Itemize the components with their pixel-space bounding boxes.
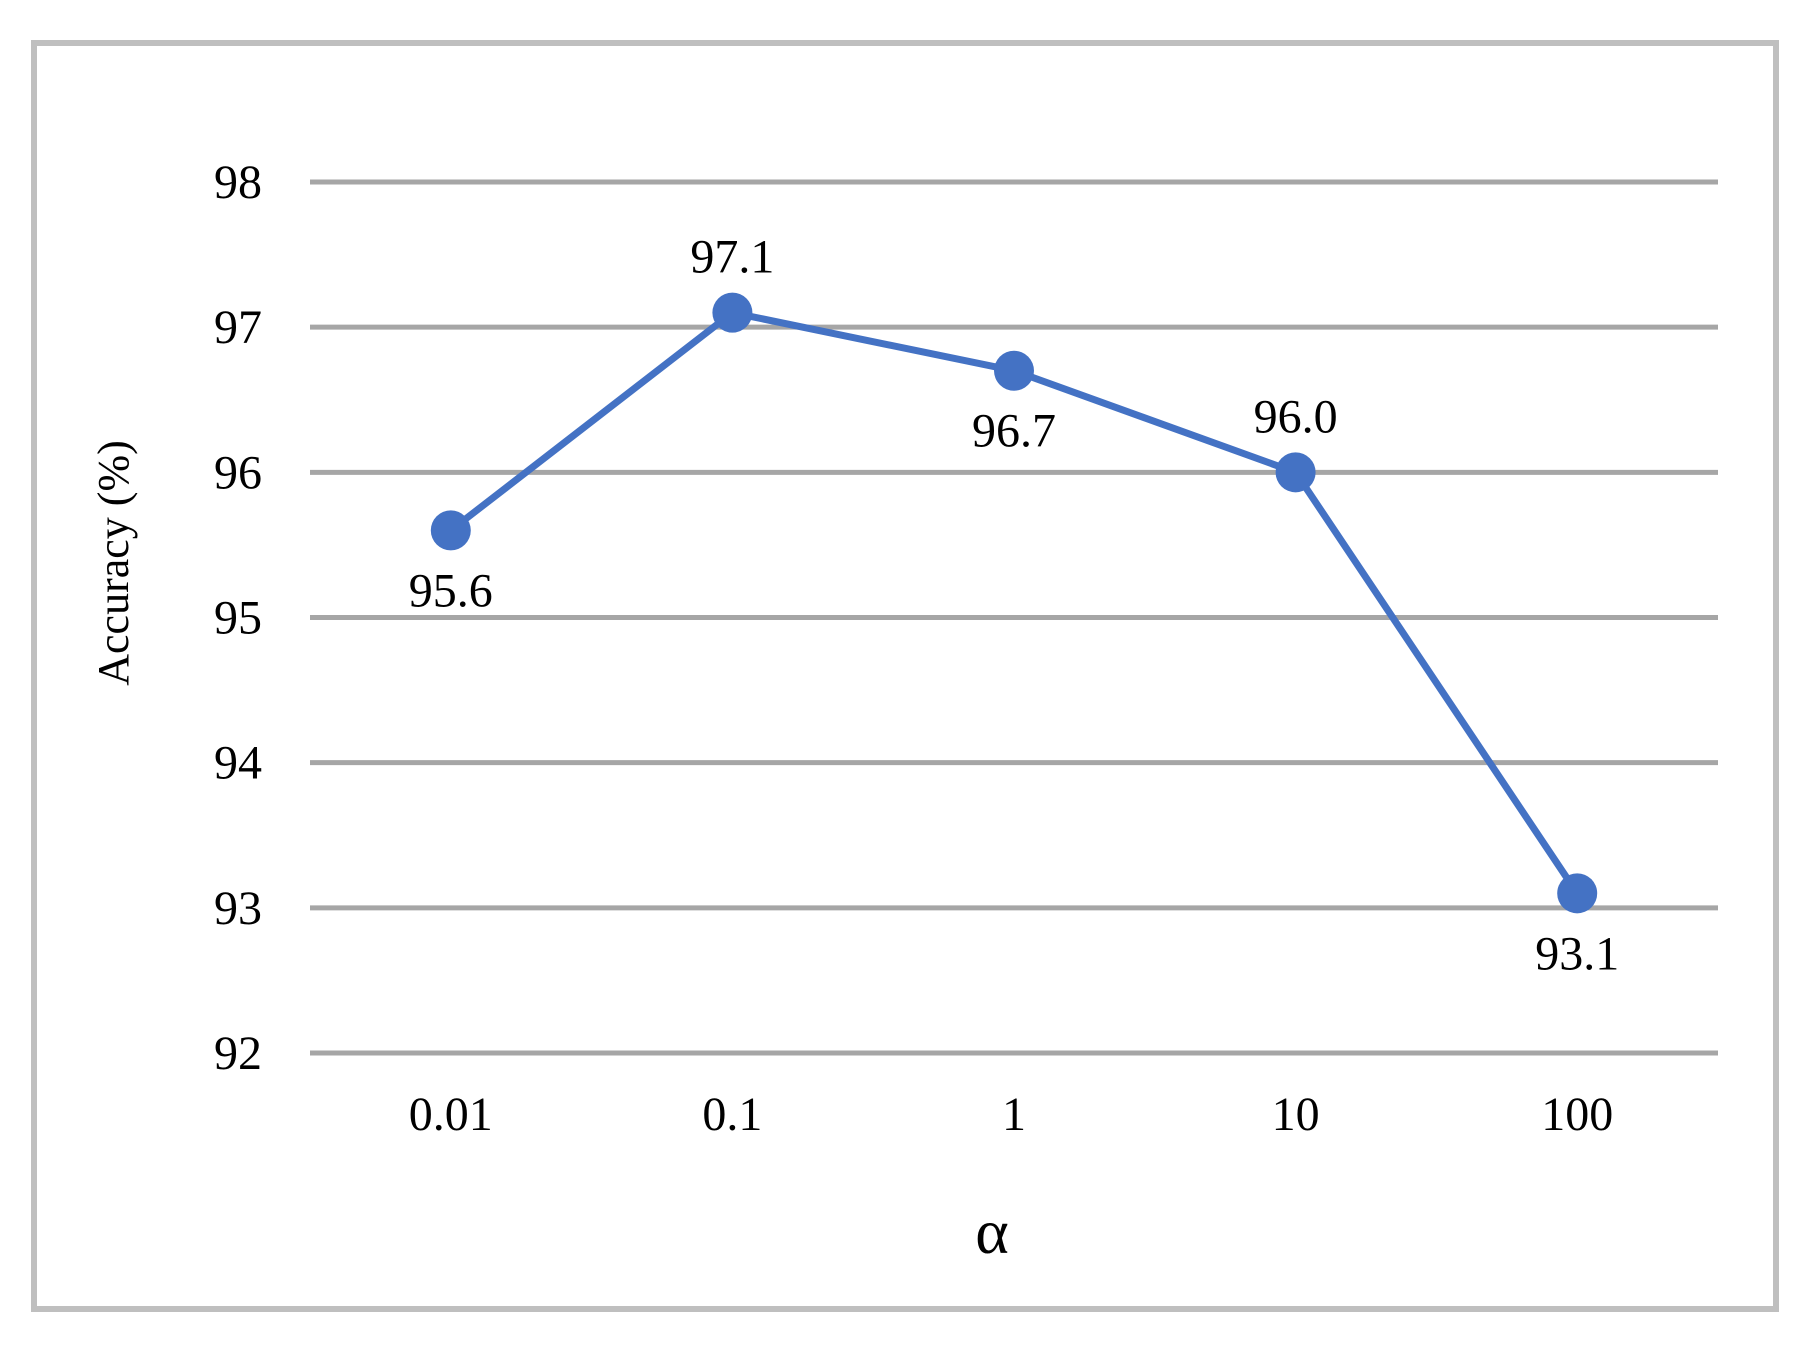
x-tick-label: 0.1 (702, 1088, 762, 1141)
x-axis-tick-labels: 0.01 0.1 1 10 100 (409, 1088, 1613, 1141)
y-axis-title: Accuracy (%) (89, 440, 138, 686)
series-line (448, 309, 1581, 896)
y-tick-label: 93 (214, 882, 262, 935)
grid-lines (310, 179, 1718, 1056)
x-axis-title: α (975, 1196, 1009, 1267)
x-tick-label: 100 (1541, 1088, 1613, 1141)
data-label: 97.1 (690, 231, 774, 284)
data-point-marker (712, 292, 753, 333)
x-tick-label: 10 (1272, 1088, 1320, 1141)
y-tick-label: 96 (214, 446, 262, 499)
chart-frame (31, 40, 1779, 1312)
y-tick-label: 92 (214, 1027, 262, 1080)
y-tick-label: 97 (214, 301, 262, 354)
x-tick-label: 1 (1002, 1088, 1026, 1141)
y-tick-label: 98 (214, 156, 262, 209)
data-point-marker (994, 350, 1034, 391)
y-tick-label: 94 (214, 737, 262, 790)
data-point-marker (1557, 873, 1598, 914)
x-tick-label: 0.01 (409, 1088, 493, 1141)
y-tick-label: 95 (214, 592, 262, 645)
data-label: 96.0 (1254, 390, 1338, 443)
data-label: 96.7 (972, 405, 1056, 458)
data-label: 93.1 (1535, 927, 1619, 980)
series-line-group (430, 292, 1598, 914)
data-labels: 95.6 97.1 96.7 96.0 93.1 (409, 231, 1619, 981)
data-point-marker (1275, 452, 1316, 493)
data-label: 95.6 (409, 564, 493, 617)
y-axis-tick-labels: 92 93 94 95 96 97 98 (214, 156, 262, 1080)
data-point-marker (430, 510, 471, 551)
